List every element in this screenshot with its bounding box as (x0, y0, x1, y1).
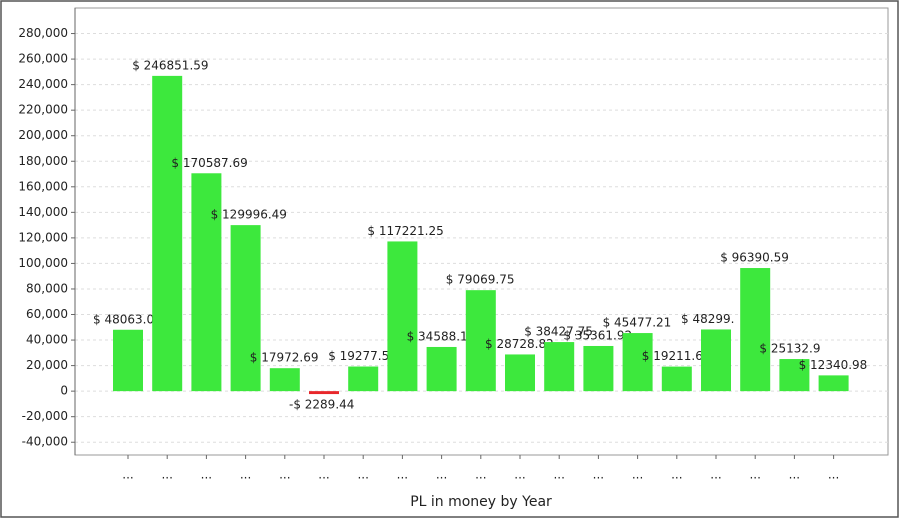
bar (230, 225, 261, 392)
y-tick-label: 60,000 (26, 307, 68, 321)
y-tick-label: 260,000 (18, 52, 68, 66)
bar (348, 366, 379, 392)
bar (818, 375, 849, 392)
bar (505, 354, 535, 392)
bar (465, 290, 496, 392)
x-tick-label: ... (828, 468, 839, 482)
data-label: $ 12340.98 (799, 358, 868, 372)
y-tick-label: 20,000 (26, 358, 68, 372)
bar (113, 329, 143, 392)
data-label: $ 35361.92 (563, 328, 632, 342)
y-tick-label: 280,000 (18, 26, 68, 40)
data-label: $ 25132.9 (759, 342, 820, 356)
x-tick-label: ... (161, 468, 172, 482)
bar (426, 346, 457, 392)
y-tick-label: 240,000 (18, 77, 68, 91)
x-tick-label: ... (671, 468, 682, 482)
data-label: $ 19277.5 (328, 349, 389, 363)
y-tick-label: 100,000 (18, 256, 68, 270)
data-label: $ 48063.0 (93, 312, 154, 326)
y-tick-label: 120,000 (18, 230, 68, 244)
y-tick-label: 0 (60, 384, 68, 398)
data-label: $ 48299. (681, 312, 734, 326)
data-label: $ 96390.59 (720, 251, 789, 265)
x-tick-label: ... (475, 468, 486, 482)
bar (152, 75, 183, 392)
y-tick-label: -20,000 (22, 409, 68, 423)
x-tick-label: ... (514, 468, 525, 482)
bar (583, 345, 614, 392)
bar (740, 268, 771, 392)
x-tick-label: ... (240, 468, 251, 482)
data-label: $ 246851.59 (132, 58, 208, 72)
data-label: $ 129996.49 (211, 208, 287, 222)
bar (309, 391, 339, 395)
y-tick-label: 40,000 (26, 333, 68, 347)
x-tick-label: ... (710, 468, 721, 482)
y-tick-label: 220,000 (18, 103, 68, 117)
x-tick-label: ... (279, 468, 290, 482)
data-label: -$ 2289.44 (289, 398, 354, 412)
x-tick-label: ... (436, 468, 447, 482)
bar (701, 329, 731, 392)
x-tick-label: ... (397, 468, 408, 482)
data-label: $ 170587.69 (171, 156, 247, 170)
data-label: $ 34588.1 (407, 329, 468, 343)
y-tick-label: 140,000 (18, 205, 68, 219)
x-tick-label: ... (122, 468, 133, 482)
y-tick-label: 80,000 (26, 281, 68, 295)
x-axis-title: PL in money by Year (410, 494, 552, 510)
y-tick-label: -40,000 (22, 435, 68, 449)
data-label: $ 17972.69 (250, 351, 319, 365)
y-tick-label: 200,000 (18, 128, 68, 142)
bar (191, 173, 222, 392)
x-tick-label: ... (632, 468, 643, 482)
data-label: $ 45477.21 (603, 316, 672, 330)
bar (387, 241, 418, 392)
data-label: $ 28728.82 (485, 337, 554, 351)
x-tick-label: ... (201, 468, 212, 482)
x-tick-label: ... (789, 468, 800, 482)
bar (544, 342, 575, 392)
bar (622, 333, 653, 392)
x-tick-label: ... (553, 468, 564, 482)
x-tick-label: ... (318, 468, 329, 482)
bar (779, 359, 810, 392)
data-label: $ 38427.75 (524, 325, 593, 339)
x-tick-label: ... (749, 468, 760, 482)
bar (269, 368, 300, 392)
x-tick-label: ... (357, 468, 368, 482)
data-label: $ 19211.6 (642, 349, 703, 363)
x-tick-label: ... (593, 468, 604, 482)
data-label: $ 79069.75 (446, 273, 515, 287)
bar (661, 366, 692, 392)
y-tick-label: 160,000 (18, 179, 68, 193)
y-tick-label: 180,000 (18, 154, 68, 168)
data-label: $ 117221.25 (367, 224, 443, 238)
